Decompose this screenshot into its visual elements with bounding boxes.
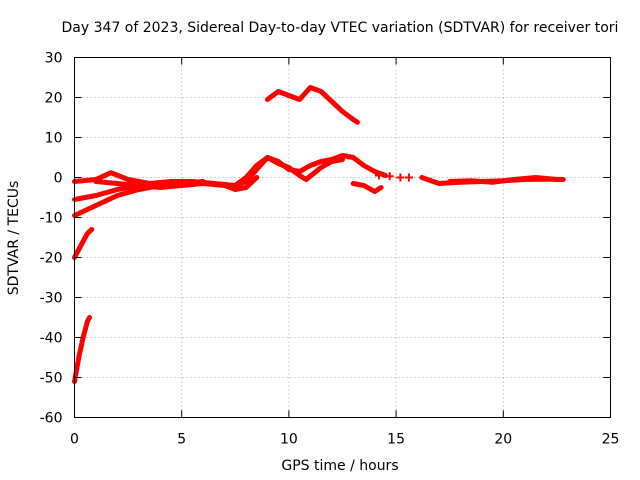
x-axis-title: GPS time / hours [281,458,398,474]
y-tick-label: -30 [40,291,63,307]
series-arc-near-zero-2 [93,175,260,192]
y-axis-title: SDTVAR / TECUs [6,181,22,296]
x-tick-label: 0 [70,432,79,448]
x-tick-label: 15 [387,432,405,448]
series-arc-mid-2 [232,155,345,188]
y-tick-label: 30 [45,51,63,67]
data-point [385,172,394,181]
y-tick-label: 0 [54,171,63,187]
y-tick-label: -20 [40,251,63,267]
series-arc-mid-3 [350,181,384,194]
y-tick-label: -60 [40,411,63,427]
series-arc-upper [265,85,360,125]
chart-title: Day 347 of 2023, Sidereal Day-to-day VTE… [62,20,619,36]
x-tick-label: 10 [280,432,298,448]
data-point [396,173,405,182]
y-tick-label: -50 [40,371,63,387]
y-tick-label: -40 [40,331,63,347]
x-tick-label: 20 [494,432,512,448]
x-tick-label: 5 [177,432,186,448]
y-tick-label: -10 [40,211,63,227]
series-layer [72,85,566,384]
series-arc-early-steep [72,315,92,384]
data-point [374,171,383,180]
x-tick-label: 25 [602,432,620,448]
y-tick-label: 20 [45,91,63,107]
plot-frame [74,57,611,418]
ticks: 0 5 10 15 20 25 -60 -50 -40 -30 -20 -10 0 10 20 30 [40,51,620,448]
y-tick-label: 10 [45,131,63,147]
grid [74,57,611,418]
data-point [404,173,413,182]
series-arc-late-2 [447,175,560,185]
series-arc-early-low [72,227,95,260]
